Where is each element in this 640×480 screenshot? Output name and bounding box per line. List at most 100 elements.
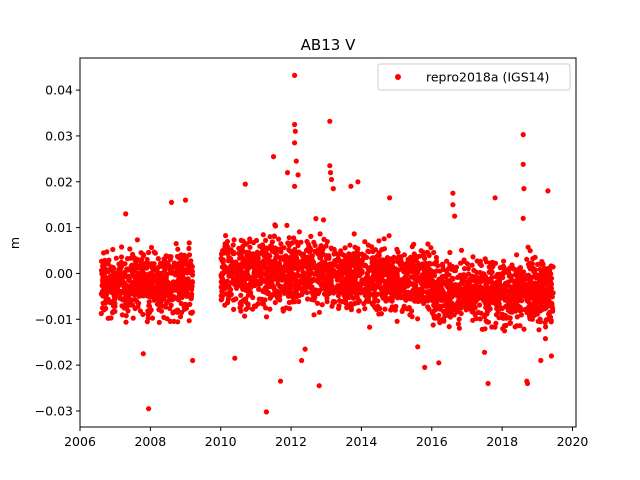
- data-point: [347, 242, 353, 248]
- data-point: [406, 279, 412, 285]
- data-point: [458, 247, 465, 253]
- data-point: [542, 320, 548, 326]
- data-point: [285, 255, 291, 261]
- data-point: [129, 285, 135, 291]
- data-point: [521, 326, 527, 332]
- data-point: [500, 283, 506, 289]
- data-point: [265, 254, 271, 260]
- y-tick-label: 0.02: [45, 174, 73, 189]
- data-point: [340, 251, 346, 258]
- data-point: [108, 287, 114, 293]
- data-point: [294, 294, 300, 300]
- data-point: [104, 275, 110, 281]
- data-point: [239, 247, 245, 253]
- data-point: [415, 298, 421, 304]
- data-point-outlier: [481, 349, 488, 355]
- data-point: [132, 292, 138, 298]
- data-point: [496, 279, 502, 286]
- data-point: [292, 264, 298, 270]
- data-point: [405, 270, 411, 276]
- data-point: [222, 264, 228, 270]
- data-point: [516, 266, 522, 272]
- data-point-outlier: [520, 215, 526, 221]
- data-point: [335, 264, 341, 270]
- data-point: [267, 258, 273, 264]
- data-point: [146, 279, 152, 285]
- data-point: [421, 253, 427, 259]
- data-point: [272, 257, 278, 264]
- data-point: [386, 276, 392, 282]
- data-point: [166, 293, 172, 299]
- data-point: [461, 257, 467, 263]
- data-point: [477, 302, 483, 308]
- data-point: [320, 217, 327, 223]
- data-point: [355, 299, 361, 306]
- data-point: [387, 271, 393, 277]
- data-point: [500, 326, 506, 332]
- data-point: [318, 262, 324, 269]
- data-point: [119, 312, 125, 318]
- data-point: [245, 292, 251, 298]
- data-point: [277, 273, 283, 279]
- data-point: [287, 277, 294, 283]
- data-point: [238, 308, 244, 314]
- data-point-outlier: [330, 186, 336, 192]
- data-point: [238, 292, 244, 298]
- data-point: [127, 302, 133, 308]
- data-point: [356, 262, 362, 268]
- data-point: [146, 249, 152, 256]
- data-point: [269, 292, 275, 299]
- data-point: [228, 272, 234, 278]
- data-point: [446, 289, 452, 295]
- data-point: [470, 306, 476, 312]
- data-point: [260, 264, 266, 270]
- data-point: [418, 248, 424, 254]
- data-point: [108, 281, 114, 287]
- data-point: [242, 275, 248, 281]
- y-axis-label: m: [7, 237, 22, 249]
- data-point: [429, 279, 435, 285]
- data-point: [263, 237, 269, 243]
- data-point: [369, 244, 375, 250]
- data-point: [439, 288, 445, 294]
- data-point: [394, 318, 400, 324]
- data-point: [415, 265, 421, 271]
- data-point: [340, 269, 347, 275]
- data-point: [119, 244, 125, 250]
- data-point: [152, 289, 158, 295]
- data-point: [467, 286, 473, 292]
- data-point: [183, 261, 189, 267]
- y-tick-label: 0.00: [45, 266, 73, 281]
- plot-frame: [79, 57, 577, 428]
- data-point: [249, 276, 255, 282]
- data-point: [508, 278, 514, 284]
- data-point: [397, 282, 403, 288]
- y-tick-label: 0.01: [45, 220, 73, 235]
- data-point: [285, 240, 291, 246]
- data-point: [362, 262, 369, 268]
- data-point: [133, 285, 139, 291]
- data-point: [156, 319, 162, 325]
- data-point: [529, 274, 535, 280]
- data-point-outlier: [545, 188, 551, 194]
- data-point: [477, 316, 483, 322]
- data-point: [286, 235, 292, 241]
- data-point: [119, 263, 125, 269]
- data-point: [538, 300, 545, 306]
- data-point: [240, 260, 246, 266]
- data-point: [544, 295, 550, 301]
- data-point-outlier: [302, 346, 308, 352]
- data-point: [377, 305, 383, 312]
- data-point: [390, 282, 396, 289]
- data-point: [323, 243, 329, 249]
- data-point: [123, 305, 130, 311]
- data-point: [224, 278, 230, 284]
- data-point: [126, 277, 132, 283]
- data-point: [362, 287, 368, 293]
- data-point: [244, 270, 250, 276]
- data-point: [474, 295, 481, 301]
- data-point: [522, 282, 528, 288]
- data-point: [223, 269, 229, 275]
- data-point: [233, 270, 239, 276]
